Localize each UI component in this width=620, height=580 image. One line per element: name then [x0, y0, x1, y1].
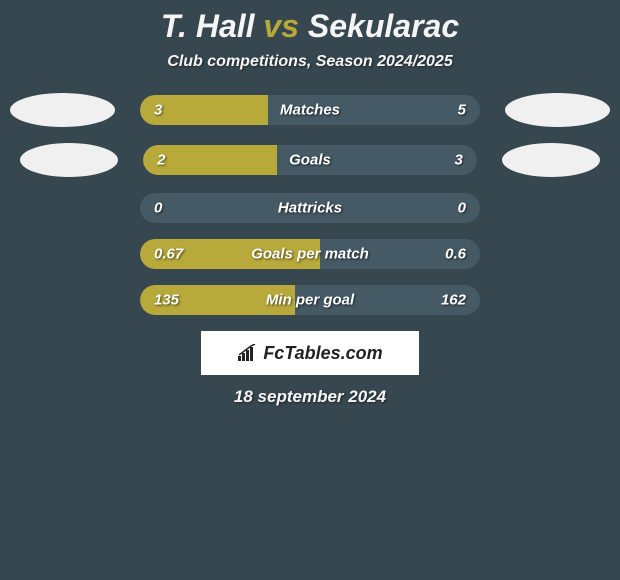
comparison-card: T. Hall vs Sekularac Club competitions, … — [0, 0, 620, 407]
stat-bar: 2 Goals 3 — [143, 145, 477, 175]
stat-label: Goals — [289, 152, 331, 169]
stat-label: Matches — [280, 102, 340, 119]
stat-value-left: 3 — [154, 102, 162, 119]
player2-avatar — [505, 93, 610, 127]
subtitle: Club competitions, Season 2024/2025 — [0, 53, 620, 71]
stat-bar: 0 Hattricks 0 — [140, 193, 480, 223]
stat-row-mpg: 135 Min per goal 162 — [0, 285, 620, 315]
stat-label: Min per goal — [266, 292, 354, 309]
stat-value-right: 5 — [458, 102, 466, 119]
logo: FcTables.com — [237, 343, 382, 364]
vs-text: vs — [263, 8, 299, 44]
stat-row-gpm: 0.67 Goals per match 0.6 — [0, 239, 620, 269]
stat-row-matches: 3 Matches 5 — [0, 93, 620, 127]
stat-value-right: 0 — [458, 200, 466, 217]
stat-value-left: 0.67 — [154, 246, 183, 263]
stat-value-left: 2 — [157, 152, 165, 169]
stat-label: Goals per match — [251, 246, 369, 263]
stat-value-right: 3 — [455, 152, 463, 169]
stat-value-right: 0.6 — [445, 246, 466, 263]
date: 18 september 2024 — [0, 387, 620, 407]
logo-box[interactable]: FcTables.com — [201, 331, 419, 375]
player1-club-avatar — [20, 143, 118, 177]
stat-row-goals: 2 Goals 3 — [0, 143, 620, 177]
stat-value-left: 0 — [154, 200, 162, 217]
stat-value-left: 135 — [154, 292, 179, 309]
player1-avatar — [10, 93, 115, 127]
page-title: T. Hall vs Sekularac — [0, 8, 620, 45]
player1-name: T. Hall — [161, 8, 255, 44]
chart-icon — [237, 344, 259, 362]
stat-label: Hattricks — [278, 200, 342, 217]
stat-row-hattricks: 0 Hattricks 0 — [0, 193, 620, 223]
stat-bar: 3 Matches 5 — [140, 95, 480, 125]
stat-bar: 135 Min per goal 162 — [140, 285, 480, 315]
logo-text: FcTables.com — [263, 343, 382, 364]
stat-bar: 0.67 Goals per match 0.6 — [140, 239, 480, 269]
player2-club-avatar — [502, 143, 600, 177]
player2-name: Sekularac — [308, 8, 459, 44]
stat-value-right: 162 — [441, 292, 466, 309]
